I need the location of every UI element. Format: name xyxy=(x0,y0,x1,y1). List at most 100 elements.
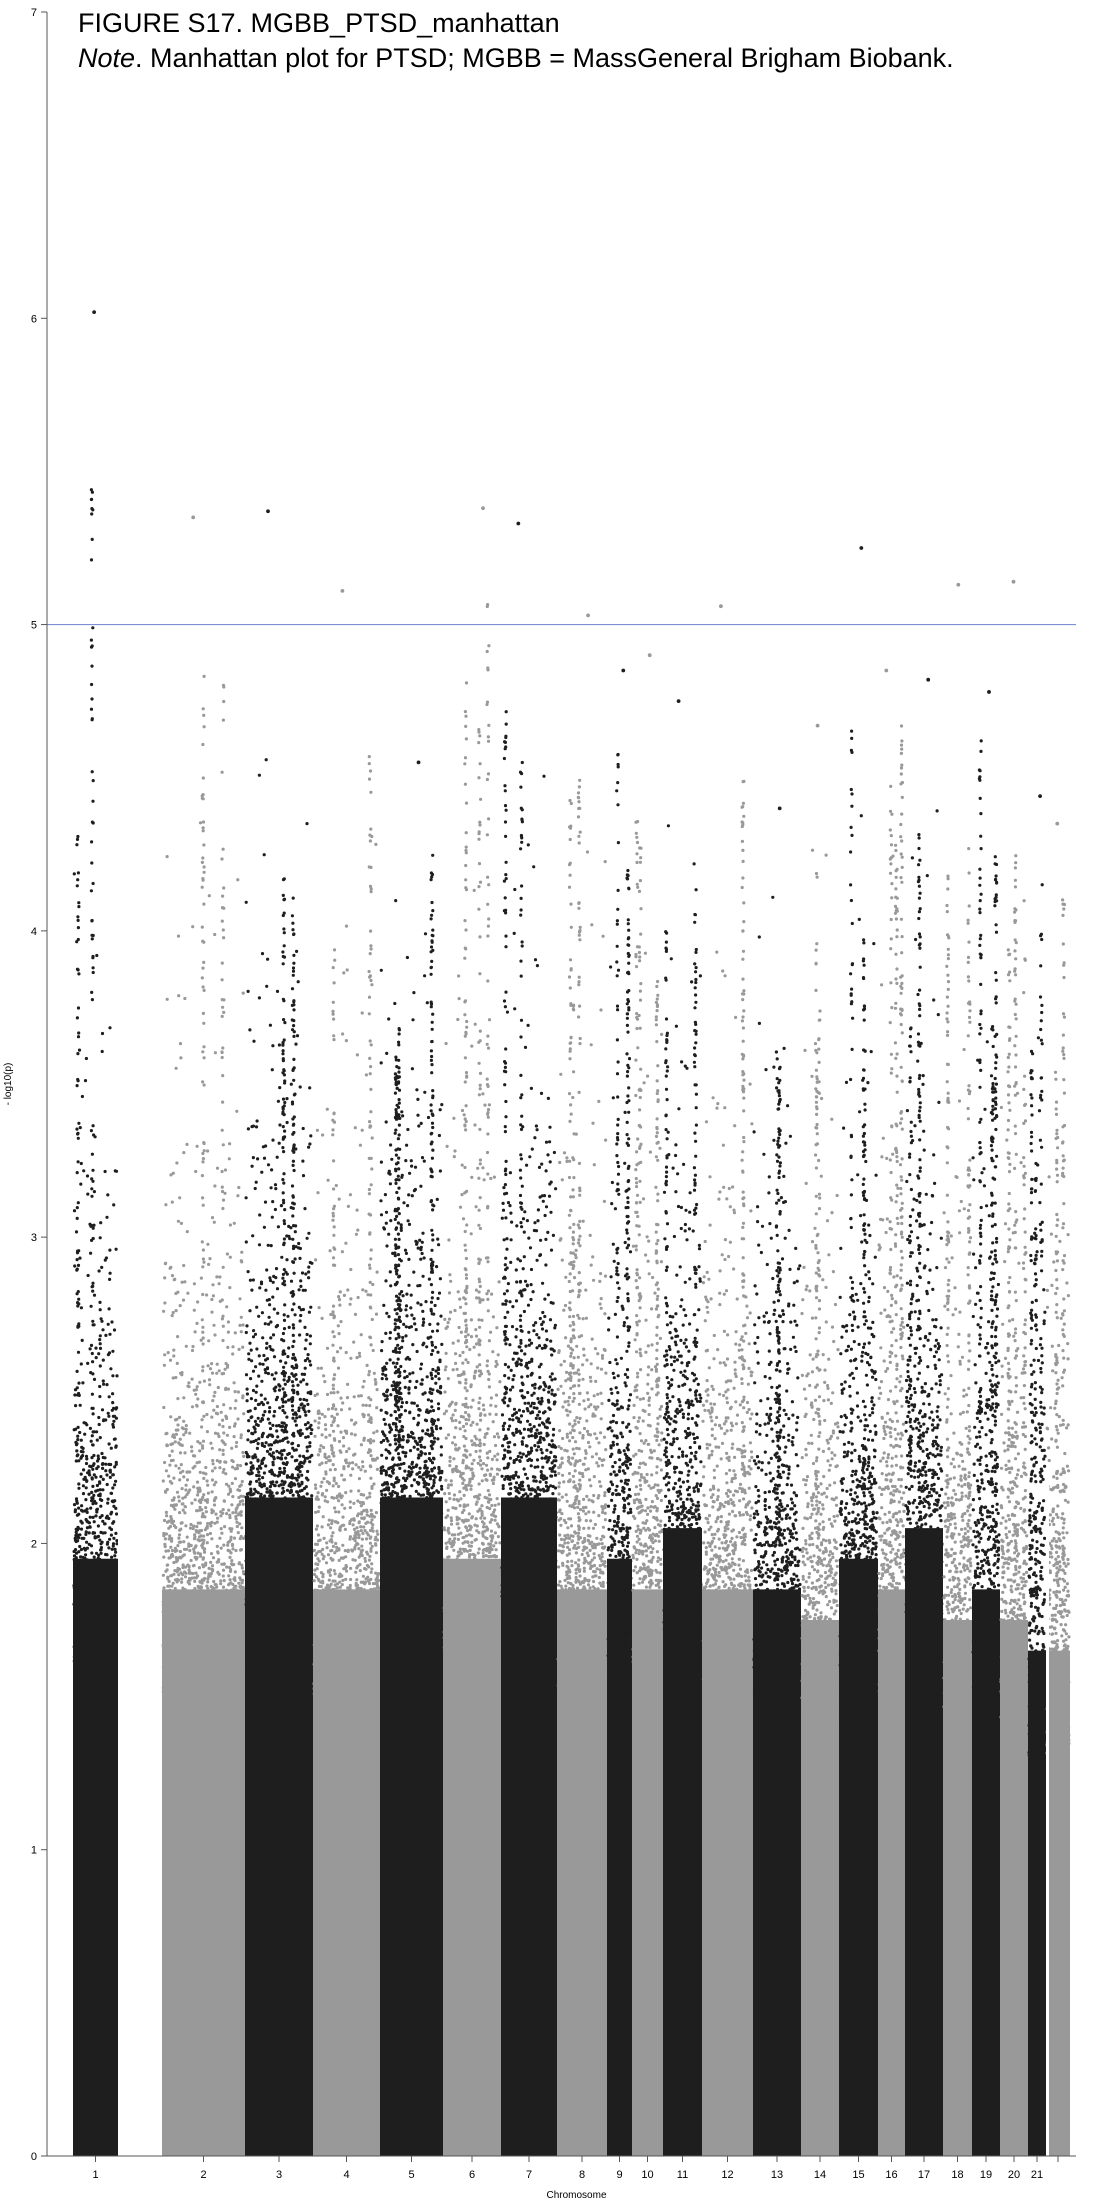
chromosome-15-scatter xyxy=(838,729,879,1668)
chromosome-17-scatter xyxy=(904,809,944,1637)
x-tick-label-chr-17: 17 xyxy=(918,2169,930,2181)
x-axis-label: Chromosome xyxy=(546,2190,606,2201)
chromosome-16-top-point xyxy=(884,668,889,673)
y-tick-label: 3 xyxy=(31,1232,37,1244)
x-tick-label-chr-19: 19 xyxy=(980,2169,992,2181)
chromosome-3-top-point xyxy=(266,509,270,514)
x-tick-label-chr-6: 6 xyxy=(469,2169,475,2181)
chromosome-20-top-point xyxy=(1011,579,1016,584)
chromosome-5-dense-body xyxy=(380,1497,443,2156)
x-tick-label-chr-10: 10 xyxy=(641,2169,653,2181)
chromosome-9-points xyxy=(606,668,633,2156)
chromosome-7-scatter xyxy=(500,710,558,1607)
chromosome-12-points xyxy=(701,604,754,2156)
y-tick-label: 1 xyxy=(31,1845,37,1857)
y-tick-label: 2 xyxy=(31,1538,37,1550)
chromosome-1-top-point xyxy=(92,310,97,315)
chromosome-11-scatter xyxy=(662,824,703,1637)
x-tick-label-chr-12: 12 xyxy=(721,2169,733,2181)
x-tick-label-chr-9: 9 xyxy=(616,2169,622,2181)
chromosome-4-scatter xyxy=(312,755,381,1699)
chromosome-12-top-point xyxy=(719,604,723,609)
chromosome-17-top-point xyxy=(926,677,931,682)
x-tick-label-chr-21: 21 xyxy=(1031,2169,1043,2181)
chromosome-18-points xyxy=(942,582,973,2156)
x-tick-label-chr-3: 3 xyxy=(276,2169,282,2181)
chromosome-6-top-point xyxy=(481,506,485,511)
chromosome-7-top-point xyxy=(516,521,521,526)
chromosome-20-scatter xyxy=(999,854,1029,1729)
chromosome-1-points xyxy=(72,310,119,2156)
x-tick-label-chr-4: 4 xyxy=(343,2169,349,2181)
chromosome-13-points xyxy=(752,806,802,2156)
y-tick-label: 6 xyxy=(31,313,37,325)
chromosome-19-points xyxy=(971,690,1001,2156)
chromosome-9-top-point xyxy=(621,668,626,673)
chromosome-13-scatter xyxy=(752,895,802,1699)
chromosome-2-top-point xyxy=(191,515,196,520)
chromosome-6-scatter xyxy=(442,602,502,1668)
y-tick-label: 7 xyxy=(31,7,37,19)
chromosome-22-top-point xyxy=(1055,821,1060,826)
x-tick-label-chr-15: 15 xyxy=(852,2169,864,2181)
chromosome-3-points xyxy=(244,509,314,2156)
note-text: . Manhattan plot for PTSD; MGBB = MassGe… xyxy=(135,43,954,73)
chromosome-16-points xyxy=(877,668,906,2156)
chromosome-11-points xyxy=(662,699,703,2156)
x-tick-label-chr-7: 7 xyxy=(526,2169,532,2181)
chromosome-10-points xyxy=(631,653,664,2156)
chromosome-10-top-point xyxy=(647,653,652,658)
chromosome-10-scatter xyxy=(631,819,664,1698)
chromosome-4-top-point xyxy=(340,588,345,593)
x-tick-label-chr-20: 20 xyxy=(1008,2169,1020,2181)
x-tick-label-chr-13: 13 xyxy=(771,2169,783,2181)
x-tick-label-chr-8: 8 xyxy=(579,2169,585,2181)
chromosome-2-points xyxy=(161,515,246,2156)
chromosome-11-top-point xyxy=(676,699,681,704)
points-layer xyxy=(72,310,1071,2156)
note-label: Note xyxy=(78,43,136,73)
x-tick-label-chr-11: 11 xyxy=(677,2169,688,2181)
x-tick-label-chr-14: 14 xyxy=(814,2169,826,2181)
chromosome-14-scatter xyxy=(800,848,840,1729)
chromosome-16-scatter xyxy=(877,724,906,1699)
chromosome-19-top-point xyxy=(987,690,991,694)
x-tick-label-chr-2: 2 xyxy=(200,2169,206,2181)
y-tick-label: 5 xyxy=(31,620,37,632)
chromosome-5-scatter xyxy=(379,853,444,1607)
chromosome-22-dense-body xyxy=(1046,1650,1070,2156)
chromosome-18-top-point xyxy=(956,582,961,587)
y-tick-label: 4 xyxy=(31,926,37,938)
chromosome-19-scatter xyxy=(971,739,1001,1698)
chromosome-8-scatter xyxy=(556,778,608,1698)
chromosome-3-scatter xyxy=(244,758,314,1607)
chromosome-17-points xyxy=(904,677,944,2156)
chromosome-3-dense-body xyxy=(245,1497,313,2156)
x-tick-label-chr-18: 18 xyxy=(951,2169,963,2181)
chromosome-21-dense-body xyxy=(1028,1650,1046,2156)
y-axis-label: - log10(p) xyxy=(3,1063,14,1106)
chromosome-2-scatter xyxy=(161,674,246,1699)
chromosome-15-top-point xyxy=(859,546,864,550)
chromosome-8-points xyxy=(556,613,608,2156)
x-tick-label-chr-1: 1 xyxy=(92,2169,98,2181)
chromosome-22-scatter xyxy=(1045,898,1071,1759)
chromosome-8-top-point xyxy=(586,613,590,618)
chromosome-21-top-point xyxy=(1038,794,1042,798)
chromosome-20-points xyxy=(999,579,1029,2156)
chromosome-15-points xyxy=(838,546,879,2156)
chromosome-6-points xyxy=(442,506,502,2156)
chromosome-22-points xyxy=(1045,821,1071,2156)
chromosome-21-scatter xyxy=(1027,883,1047,1760)
chromosome-gap-2 xyxy=(1046,1482,1049,2156)
figure-title: FIGURE S17. MGBB_PTSD_manhattan xyxy=(78,8,560,38)
figure-note: Note. Manhattan plot for PTSD; MGBB = Ma… xyxy=(78,41,954,75)
x-tick-label-chr-16: 16 xyxy=(885,2169,897,2181)
chromosome-4-points xyxy=(312,588,381,2156)
chromosome-9-scatter xyxy=(606,752,633,1668)
chromosome-7-dense-body xyxy=(501,1497,557,2156)
chromosome-12-scatter xyxy=(701,779,754,1699)
chromosome-gap-1 xyxy=(118,1482,125,2156)
